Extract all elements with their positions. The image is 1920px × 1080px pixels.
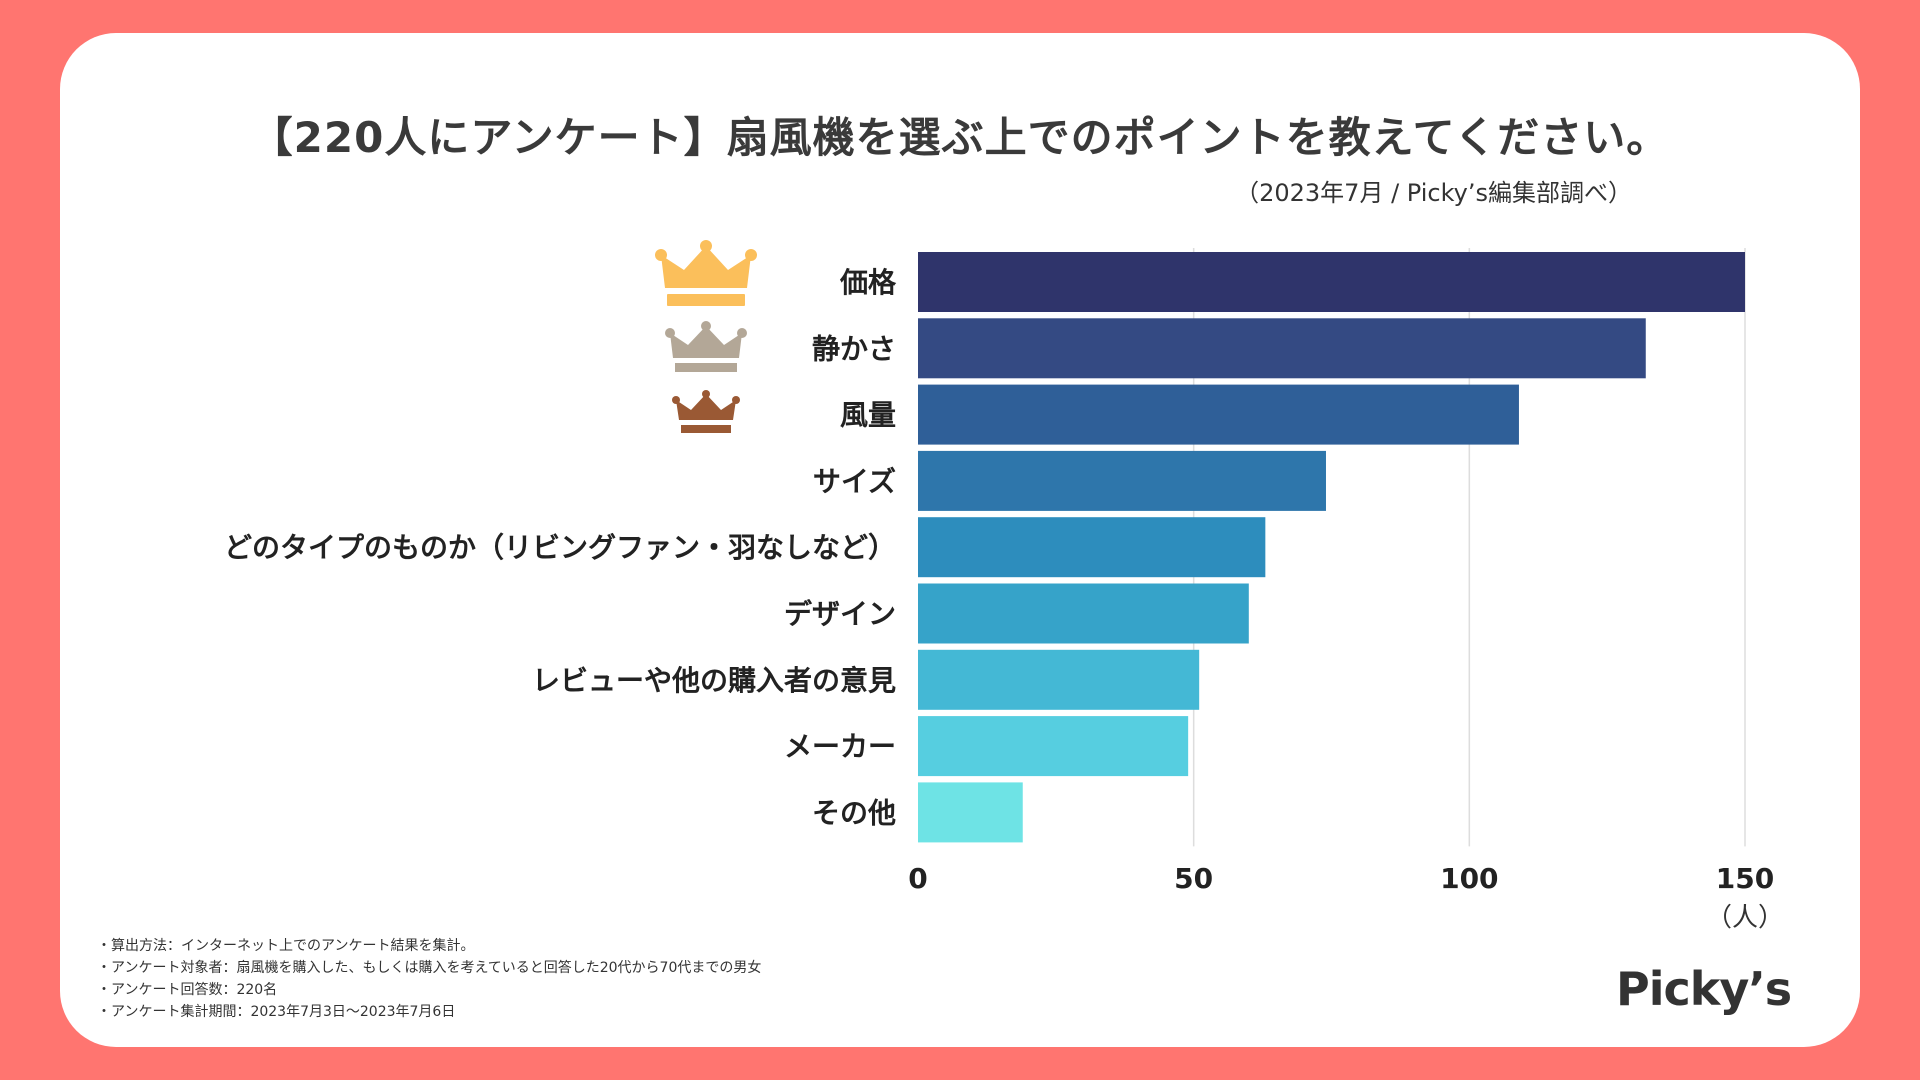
bar-5 xyxy=(918,517,1266,578)
category-label: 静かさ xyxy=(812,332,896,365)
chart-title: 【220人にアンケート】扇風機を選ぶ上でのポイントを教えてください。 xyxy=(250,113,1670,162)
bar-7 xyxy=(918,649,1200,710)
category-label: デザイン xyxy=(784,598,896,631)
x-tick-label: 150 xyxy=(1716,862,1774,895)
survey-notes: ・算出方法：インターネット上でのアンケート結果を集計。 ・アンケート対象者：扇風… xyxy=(97,935,761,1023)
rank-crowns xyxy=(655,240,757,433)
x-tick-label: 50 xyxy=(1174,862,1213,895)
bar-9 xyxy=(918,782,1023,843)
x-axis-unit: （人） xyxy=(1706,903,1784,933)
bar-6 xyxy=(918,583,1249,644)
category-label: サイズ xyxy=(813,465,896,498)
chart-subtitle: （2023年7月 / Picky’s編集部調べ） xyxy=(1235,179,1632,207)
note-period: ・アンケート集計期間：2023年7月3日〜2023年7月6日 xyxy=(97,1004,456,1020)
category-label: 風量 xyxy=(840,399,896,432)
gold-crown-icon xyxy=(655,240,757,306)
category-label: その他 xyxy=(812,796,896,829)
category-label: 価格 xyxy=(839,266,897,299)
category-label: どのタイプのものか（リビングファン・羽なしなど） xyxy=(224,531,896,564)
category-label: レビューや他の購入者の意見 xyxy=(532,664,896,697)
note-count: ・アンケート回答数：220名 xyxy=(97,982,278,998)
x-tick-label: 0 xyxy=(908,862,927,895)
x-tick-label: 100 xyxy=(1440,862,1498,895)
note-target: ・アンケート対象者：扇風機を購入した、もしくは購入を考えていると回答した20代か… xyxy=(97,960,762,976)
bar-2 xyxy=(918,318,1646,379)
x-axis-ticks: 0 50 100 150 xyxy=(908,862,1774,895)
category-label: メーカー xyxy=(784,730,896,763)
bronze-crown-icon xyxy=(672,390,740,433)
bar-3 xyxy=(918,384,1519,445)
bar-1 xyxy=(918,252,1745,312)
bars xyxy=(918,252,1745,843)
bar-4 xyxy=(918,450,1326,511)
note-method: ・算出方法：インターネット上でのアンケート結果を集計。 xyxy=(97,938,475,954)
pickys-logo: Picky’s xyxy=(1616,962,1792,1016)
silver-crown-icon xyxy=(665,321,747,372)
bar-8 xyxy=(918,716,1189,777)
